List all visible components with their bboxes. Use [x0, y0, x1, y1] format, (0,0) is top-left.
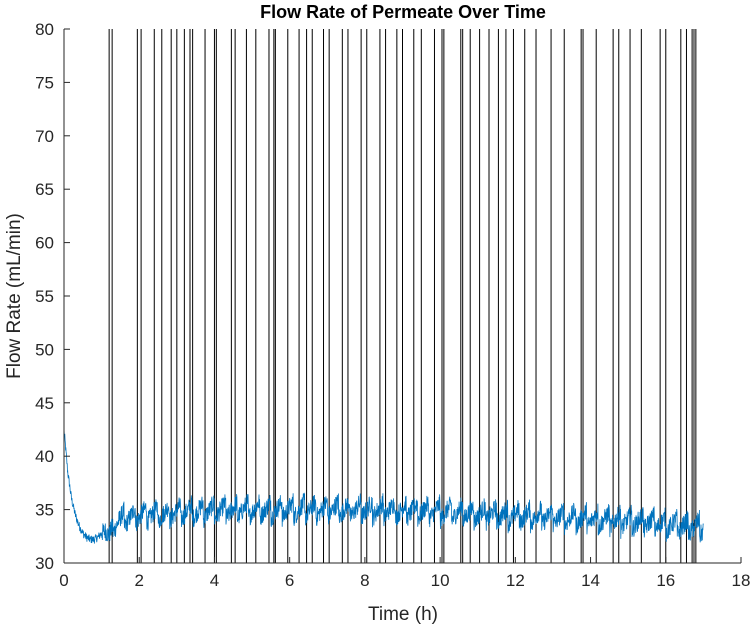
- x-tick-label: 0: [59, 571, 68, 590]
- y-axis-label: Flow Rate (mL/min): [4, 213, 25, 379]
- y-tick-label: 30: [35, 554, 54, 573]
- y-tick-label: 65: [35, 180, 54, 199]
- y-tick-label: 45: [35, 394, 54, 413]
- x-tick-label: 18: [732, 571, 751, 590]
- series-line: [63, 428, 704, 544]
- x-tick-label: 6: [285, 571, 294, 590]
- plot-area: 0 2 4 6 8 10 12 14 16 18 30 35 40 45 50 55 60 65 70 75 80: [35, 20, 750, 590]
- x-tick-label: 2: [134, 571, 143, 590]
- y-tick-label: 55: [35, 287, 54, 306]
- chart-title: Flow Rate of Permeate Over Time: [260, 2, 546, 22]
- x-tick-label: 16: [656, 571, 675, 590]
- y-tick-label: 50: [35, 340, 54, 359]
- x-tick-label: 8: [360, 571, 369, 590]
- y-tick-label: 75: [35, 73, 54, 92]
- x-tick-label: 12: [506, 571, 525, 590]
- y-tick-label: 60: [35, 234, 54, 253]
- y-tick-label: 70: [35, 127, 54, 146]
- x-tick-label: 4: [210, 571, 219, 590]
- x-tick-label: 10: [431, 571, 450, 590]
- x-tick-label: 14: [581, 571, 600, 590]
- x-axis-label: Time (h): [368, 604, 438, 625]
- y-tick-label: 40: [35, 447, 54, 466]
- y-tick-label: 35: [35, 501, 54, 520]
- y-tick-label: 80: [35, 20, 54, 39]
